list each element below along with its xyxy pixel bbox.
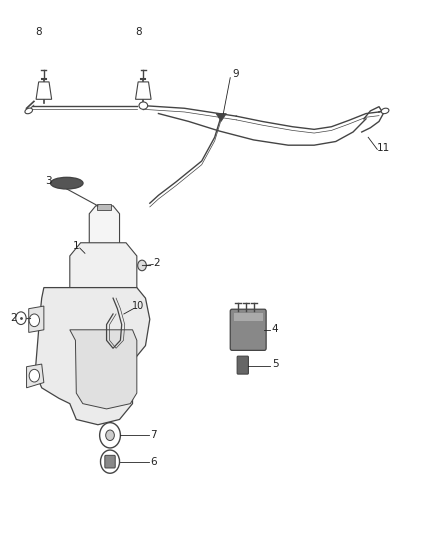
Circle shape	[29, 314, 39, 327]
Text: 3: 3	[45, 176, 52, 186]
Ellipse shape	[139, 102, 148, 109]
Polygon shape	[89, 206, 120, 251]
Text: 10: 10	[131, 301, 144, 311]
Text: 4: 4	[272, 324, 279, 334]
Circle shape	[100, 450, 120, 473]
Circle shape	[138, 260, 146, 271]
Text: 2: 2	[10, 313, 17, 323]
Text: 1: 1	[73, 241, 80, 252]
FancyBboxPatch shape	[105, 455, 115, 468]
Text: 2: 2	[153, 258, 159, 268]
Text: 8: 8	[35, 27, 42, 37]
Polygon shape	[36, 82, 52, 99]
Text: 5: 5	[272, 359, 279, 369]
Ellipse shape	[50, 177, 83, 189]
Circle shape	[29, 369, 39, 382]
Text: 9: 9	[232, 69, 239, 79]
FancyBboxPatch shape	[237, 356, 248, 374]
Circle shape	[100, 423, 120, 448]
Text: 7: 7	[150, 430, 156, 440]
Text: 6: 6	[150, 457, 156, 467]
Polygon shape	[27, 364, 44, 388]
FancyBboxPatch shape	[234, 313, 263, 321]
Text: 8: 8	[136, 27, 142, 37]
Circle shape	[106, 430, 114, 441]
Polygon shape	[216, 114, 226, 122]
FancyBboxPatch shape	[97, 204, 111, 209]
Ellipse shape	[381, 108, 389, 114]
Polygon shape	[70, 243, 137, 298]
Ellipse shape	[25, 108, 32, 114]
Polygon shape	[29, 306, 44, 333]
Polygon shape	[135, 82, 151, 99]
FancyBboxPatch shape	[230, 309, 266, 350]
Circle shape	[16, 312, 26, 325]
Text: 11: 11	[377, 143, 390, 153]
Polygon shape	[70, 330, 137, 409]
Polygon shape	[35, 288, 150, 425]
